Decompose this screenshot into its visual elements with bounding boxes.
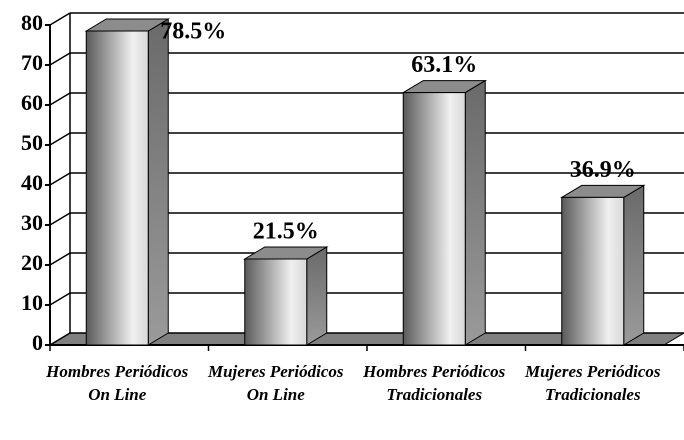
- bar-side: [623, 184, 645, 346]
- bar-side: [147, 18, 169, 346]
- value-label: 21.5%: [253, 219, 319, 245]
- x-tick-label: Mujeres Periódicos On Line: [207, 362, 344, 404]
- value-label: 36.9%: [570, 157, 636, 183]
- bar: [561, 196, 625, 346]
- tick-mark: [49, 292, 71, 306]
- bar: [402, 92, 466, 346]
- y-tick-label: 40: [21, 170, 43, 195]
- tick-mark: [49, 12, 71, 26]
- y-tick-label: 50: [21, 130, 43, 155]
- y-tick-label: 30: [21, 210, 43, 235]
- y-tick-label: 80: [21, 10, 43, 35]
- bar: [85, 30, 149, 346]
- bar-side: [464, 79, 486, 346]
- tick-mark: [49, 92, 71, 106]
- y-tick-label: 0: [32, 330, 43, 355]
- tick-mark: [49, 52, 71, 66]
- tick-mark: [49, 172, 71, 186]
- x-tick-label: Hombres Periódicos Tradicionales: [363, 362, 506, 404]
- bar-side: [306, 246, 328, 346]
- y-tick-label: 10: [21, 290, 43, 315]
- value-label: 78.5%: [160, 19, 226, 45]
- x-tick-label: Hombres Periódicos On Line: [46, 362, 189, 404]
- y-tick-label: 60: [21, 90, 43, 115]
- tick-mark: [49, 332, 71, 346]
- tick-mark: [49, 252, 71, 266]
- value-label: 63.1%: [411, 52, 477, 78]
- x-tick-label: Mujeres Periódicos Tradicionales: [524, 362, 661, 404]
- bar: [244, 258, 308, 346]
- tick-mark: [49, 132, 71, 146]
- tick-mark: [49, 212, 71, 226]
- y-tick-label: 20: [21, 250, 43, 275]
- y-tick-label: 70: [21, 50, 43, 75]
